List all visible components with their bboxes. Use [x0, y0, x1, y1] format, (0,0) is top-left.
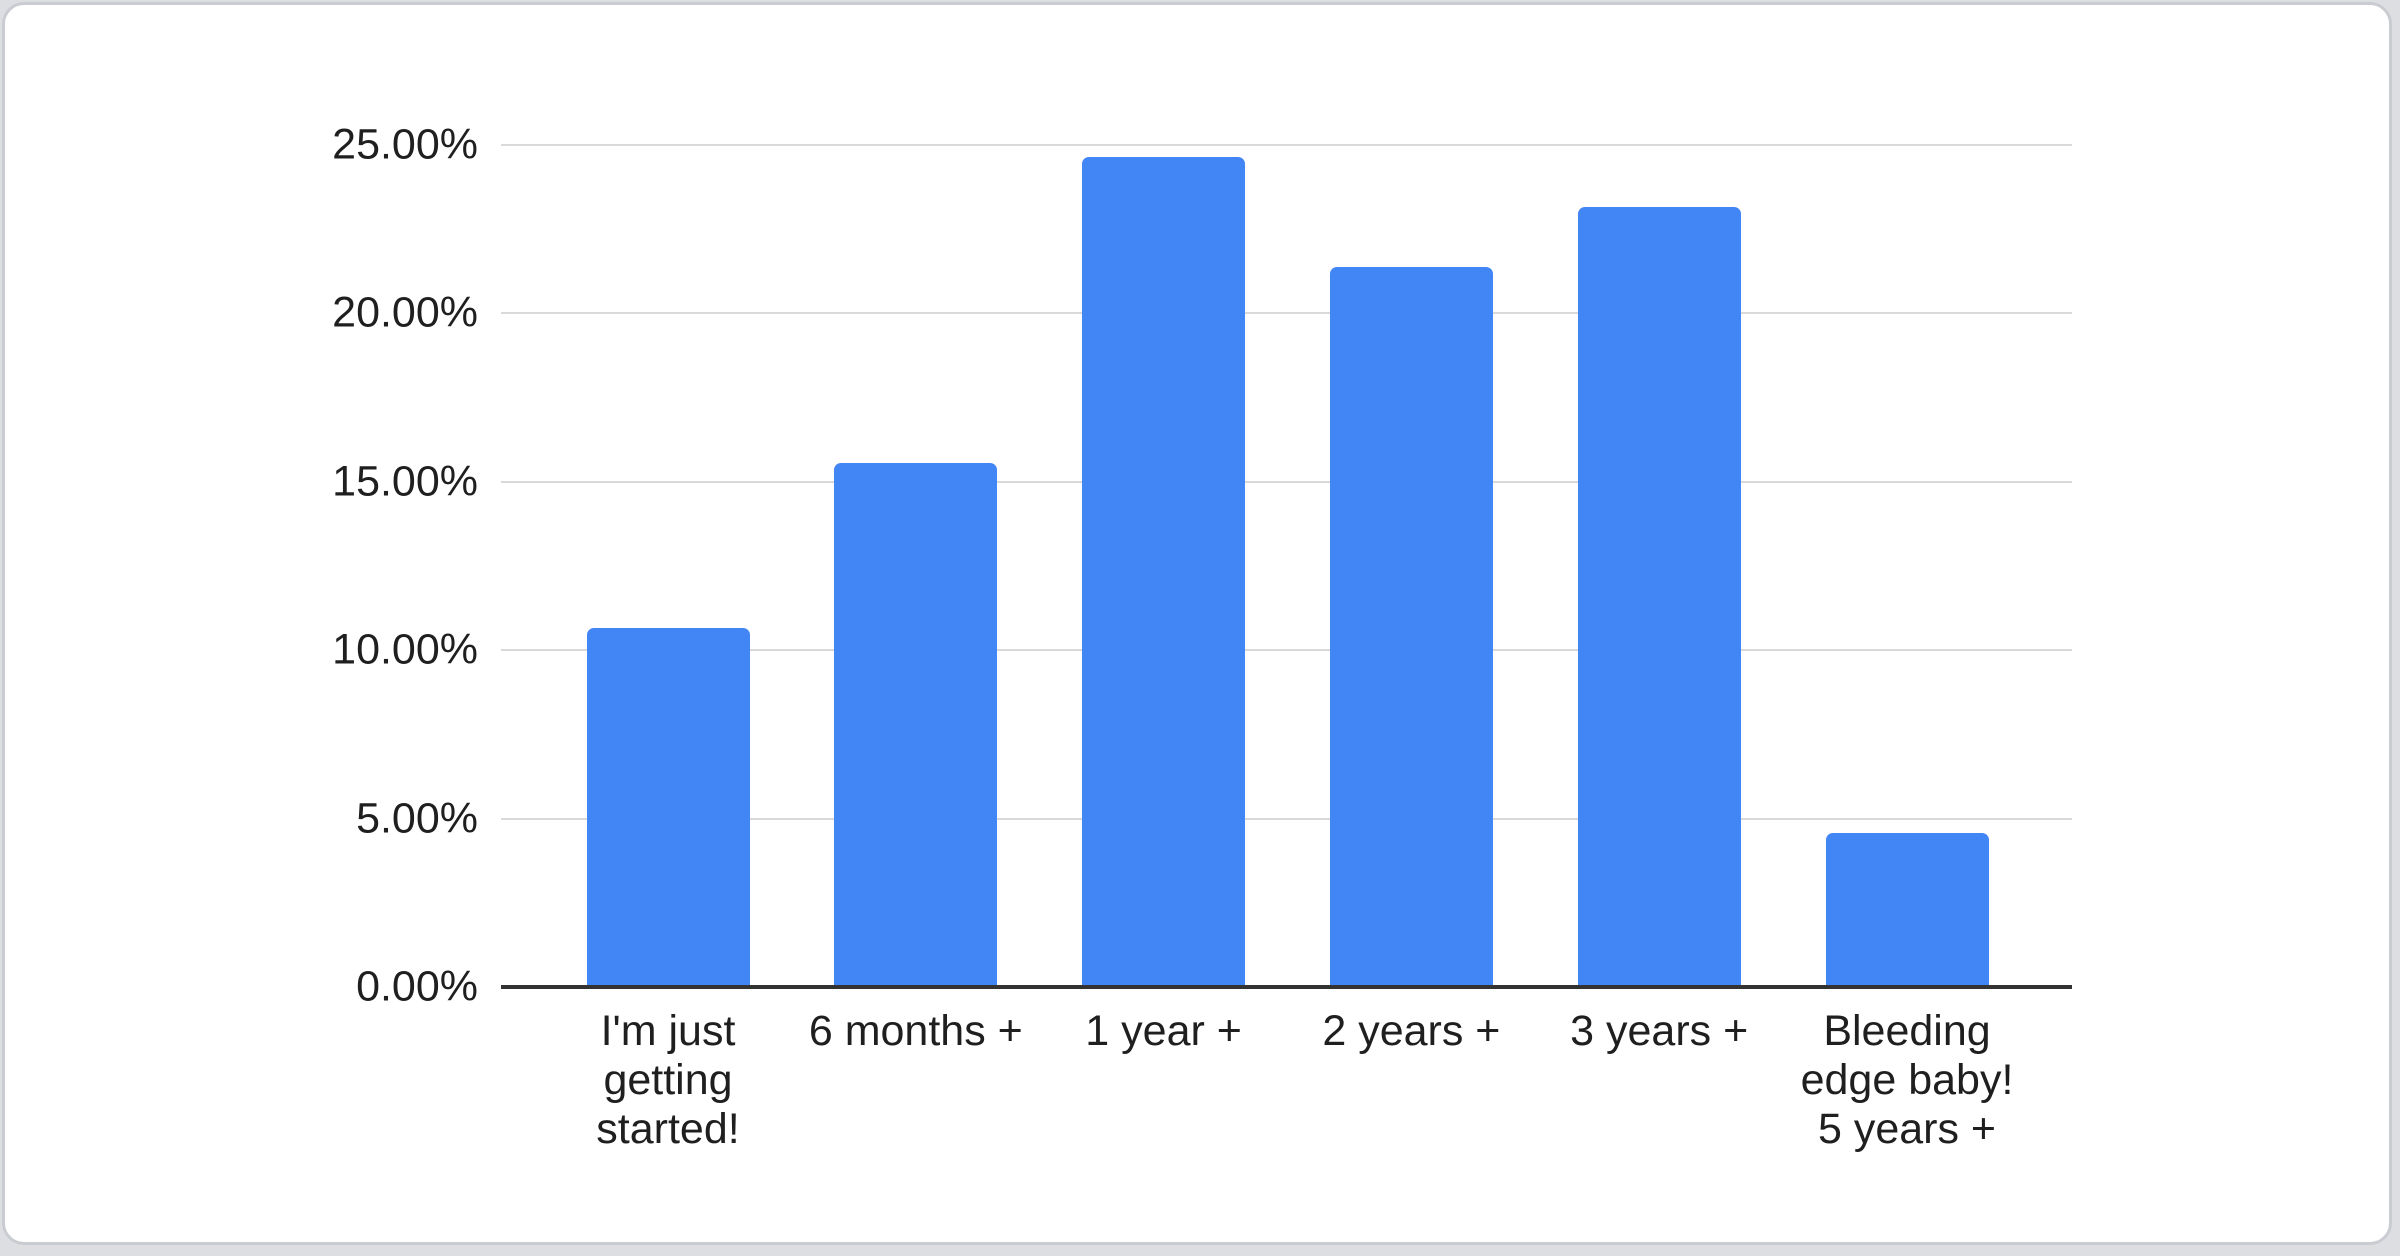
x-axis-category-label-1: I'm just getting started! [596, 1007, 740, 1153]
bar-chart: 0.00% 5.00% 10.00% 15.00% 20.00% 25.00% I'm j… [5, 5, 2389, 1242]
bar-3 [1082, 157, 1246, 987]
bar-5 [1577, 206, 1741, 987]
y-axis-tick-label-25: 25.00% [332, 120, 478, 169]
bar-1 [586, 627, 750, 987]
x-axis-category-label-4: 2 years + [1322, 1007, 1501, 1055]
gridline-25 [501, 144, 2072, 146]
y-axis-tick-label-5: 5.00% [356, 794, 478, 843]
gridline-20 [501, 312, 2072, 315]
gridline-5 [501, 817, 2072, 820]
y-axis-tick-label-15: 15.00% [332, 457, 478, 506]
gridline-10 [501, 649, 2072, 652]
y-axis-tick-label-0: 0.00% [356, 962, 478, 1011]
x-axis-category-label-6: Bleeding edge baby! 5 years + [1800, 1007, 2014, 1153]
bar-4 [1329, 266, 1493, 987]
bar-6 [1825, 833, 1989, 987]
gridline-15 [501, 480, 2072, 483]
x-axis-line [501, 985, 2072, 989]
y-axis-tick-label-20: 20.00% [332, 288, 478, 337]
x-axis-category-label-3: 1 year + [1085, 1007, 1242, 1055]
bar-2 [834, 462, 998, 987]
x-axis-category-label-5: 3 years + [1570, 1007, 1749, 1055]
x-axis-category-label-2: 6 months + [808, 1007, 1023, 1055]
y-axis-tick-label-10: 10.00% [332, 625, 478, 674]
